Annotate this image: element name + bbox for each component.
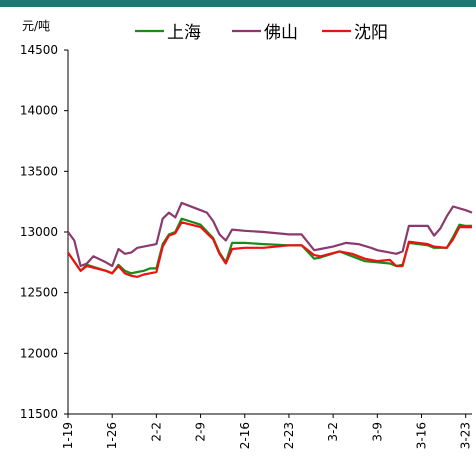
series-line-2	[67, 221, 472, 278]
legend-label-1: 佛山	[264, 23, 298, 43]
x-tick-label: 3-23	[459, 422, 473, 449]
x-tick-label: 2-23	[282, 422, 296, 449]
x-tick-label: 1-26	[105, 422, 119, 449]
series-line-0	[67, 217, 472, 275]
series-lines	[67, 201, 473, 278]
x-tick-label: 3-2	[326, 422, 340, 442]
y-tick-label: 14500	[20, 43, 58, 57]
y-tick-label: 12500	[20, 286, 58, 300]
y-tick-label: 12000	[20, 346, 58, 360]
x-tick-label: 1-19	[61, 422, 75, 449]
x-tick-label: 3-16	[415, 422, 429, 449]
unit-label: 元/吨	[22, 19, 50, 33]
x-tick-label: 2-16	[238, 422, 252, 449]
x-tick-label: 2-2	[149, 422, 163, 442]
x-tick-label: 2-9	[194, 422, 208, 442]
y-tick-label: 11500	[20, 407, 58, 421]
x-tick-label: 3-9	[370, 422, 384, 442]
series-line-1	[67, 201, 473, 268]
y-tick-label: 13000	[20, 225, 58, 239]
legend-label-2: 沈阳	[354, 23, 388, 43]
legend-label-0: 上海	[167, 23, 201, 43]
y-axis: 11500 12000 12500 13000 13500 14000 14500	[20, 43, 69, 421]
y-tick-label: 13500	[20, 164, 58, 178]
x-axis: 1-19 1-26 2-2 2-9 2-16 2-23 3-2 3-9 3-16 3-23	[61, 413, 473, 449]
accent-bar	[0, 0, 476, 7]
legend: 上海 佛山 沈阳	[135, 23, 388, 43]
y-tick-label: 14000	[20, 104, 58, 118]
